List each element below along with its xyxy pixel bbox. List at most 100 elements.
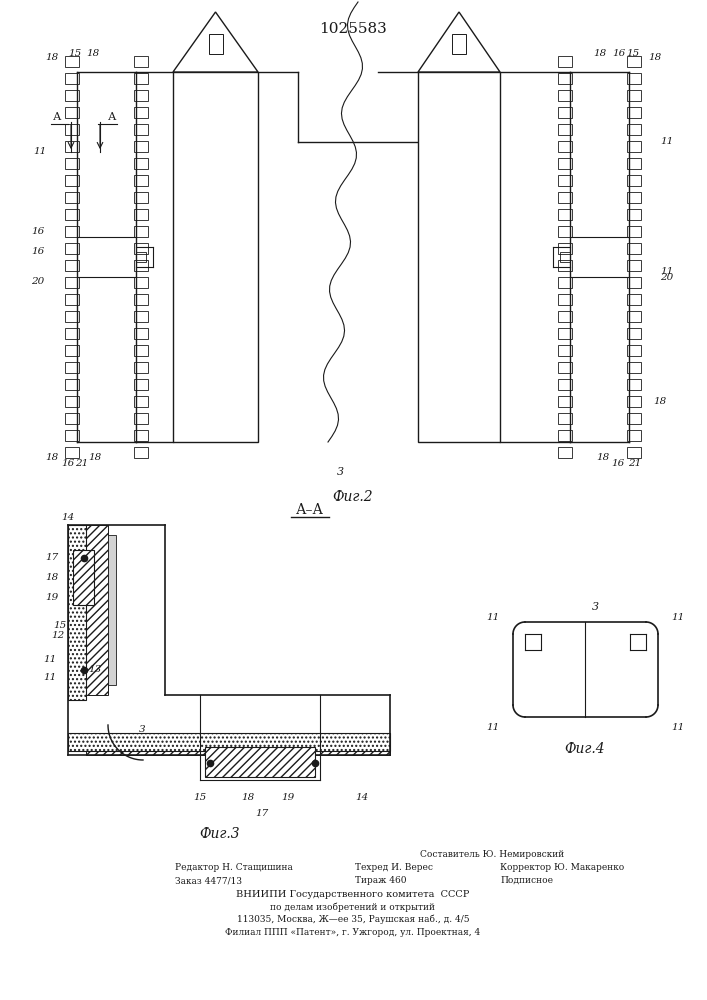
Text: 15: 15 xyxy=(194,792,206,802)
Bar xyxy=(627,430,641,441)
Bar xyxy=(558,294,572,305)
Text: 113035, Москва, Ж—ее 35, Раушская наб., д. 4/5: 113035, Москва, Ж—ее 35, Раушская наб., … xyxy=(237,915,469,924)
Text: ВНИИПИ Государственного комитета  СССР: ВНИИПИ Государственного комитета СССР xyxy=(236,890,469,899)
Bar xyxy=(627,175,641,186)
Text: 16: 16 xyxy=(612,49,626,58)
Bar xyxy=(627,90,641,101)
Text: 11: 11 xyxy=(486,612,500,621)
Bar xyxy=(134,107,148,118)
Bar xyxy=(558,396,572,407)
Text: 15: 15 xyxy=(69,49,81,58)
Bar xyxy=(627,311,641,322)
Bar xyxy=(134,73,148,84)
Text: Фиг.3: Фиг.3 xyxy=(199,827,240,841)
Text: Корректор Ю. Макаренко: Корректор Ю. Макаренко xyxy=(500,863,624,872)
Bar xyxy=(65,226,79,237)
Bar xyxy=(627,192,641,203)
Text: 11: 11 xyxy=(43,672,57,682)
Bar xyxy=(68,733,390,751)
Bar xyxy=(627,56,641,67)
Bar xyxy=(134,260,148,271)
Bar xyxy=(205,747,315,777)
Bar xyxy=(136,252,146,262)
Bar xyxy=(558,107,572,118)
Bar xyxy=(558,277,572,288)
Text: 19: 19 xyxy=(45,592,59,601)
Bar xyxy=(558,124,572,135)
Text: А–А: А–А xyxy=(296,503,324,517)
Bar xyxy=(558,73,572,84)
Text: 20: 20 xyxy=(660,272,674,282)
Polygon shape xyxy=(418,12,500,72)
Bar xyxy=(209,34,223,54)
Polygon shape xyxy=(173,12,258,72)
Bar xyxy=(65,90,79,101)
Bar xyxy=(627,413,641,424)
Bar xyxy=(418,72,500,442)
Bar xyxy=(86,733,390,755)
Text: 11: 11 xyxy=(672,612,684,621)
Text: 18: 18 xyxy=(45,52,59,62)
Bar xyxy=(627,277,641,288)
Text: 17: 17 xyxy=(45,552,59,562)
Bar xyxy=(558,141,572,152)
Bar xyxy=(134,379,148,390)
Bar xyxy=(65,379,79,390)
Text: 18: 18 xyxy=(45,572,59,582)
Text: 19: 19 xyxy=(281,792,295,802)
Bar xyxy=(558,56,572,67)
Bar xyxy=(558,379,572,390)
Text: 3: 3 xyxy=(337,467,344,477)
Text: 18: 18 xyxy=(653,397,667,406)
Bar xyxy=(134,56,148,67)
Bar xyxy=(65,260,79,271)
Text: Фиг.2: Фиг.2 xyxy=(333,490,373,504)
Text: 3: 3 xyxy=(139,726,146,734)
Text: 18: 18 xyxy=(241,792,255,802)
Bar xyxy=(134,294,148,305)
Text: Составитель Ю. Немировский: Составитель Ю. Немировский xyxy=(420,850,564,859)
Bar xyxy=(65,345,79,356)
Bar xyxy=(65,413,79,424)
Bar xyxy=(65,158,79,169)
Text: Подписное: Подписное xyxy=(500,876,553,885)
Bar xyxy=(134,90,148,101)
Text: 1025583: 1025583 xyxy=(319,22,387,36)
Text: Техред И. Верес: Техред И. Верес xyxy=(355,863,433,872)
Bar xyxy=(134,345,148,356)
Text: 20: 20 xyxy=(31,277,45,286)
Bar xyxy=(627,243,641,254)
Bar xyxy=(65,294,79,305)
Text: 11: 11 xyxy=(660,267,674,276)
Bar xyxy=(627,73,641,84)
Text: Заказ 4477/13: Заказ 4477/13 xyxy=(175,876,242,885)
Text: 18: 18 xyxy=(86,49,100,58)
Bar xyxy=(65,107,79,118)
Bar xyxy=(134,175,148,186)
Bar xyxy=(627,362,641,373)
Text: Филиал ППП «Патент», г. Ужгород, ул. Проектная, 4: Филиал ППП «Патент», г. Ужгород, ул. Про… xyxy=(226,928,481,937)
Bar xyxy=(558,311,572,322)
Text: 11: 11 xyxy=(486,722,500,732)
Bar xyxy=(558,90,572,101)
Text: 11: 11 xyxy=(660,137,674,146)
Bar xyxy=(134,277,148,288)
Bar xyxy=(558,362,572,373)
Text: 16: 16 xyxy=(31,247,45,256)
Bar xyxy=(627,158,641,169)
Text: 15: 15 xyxy=(53,620,66,630)
Bar xyxy=(134,362,148,373)
Bar xyxy=(65,311,79,322)
Text: 11: 11 xyxy=(33,147,47,156)
Bar xyxy=(627,260,641,271)
Bar xyxy=(134,192,148,203)
Bar xyxy=(558,413,572,424)
Bar xyxy=(558,328,572,339)
Bar xyxy=(65,243,79,254)
Bar xyxy=(627,328,641,339)
Text: 3: 3 xyxy=(592,602,599,612)
Bar xyxy=(65,328,79,339)
Text: 21: 21 xyxy=(76,460,88,468)
Text: 13: 13 xyxy=(88,666,102,674)
Bar xyxy=(134,311,148,322)
